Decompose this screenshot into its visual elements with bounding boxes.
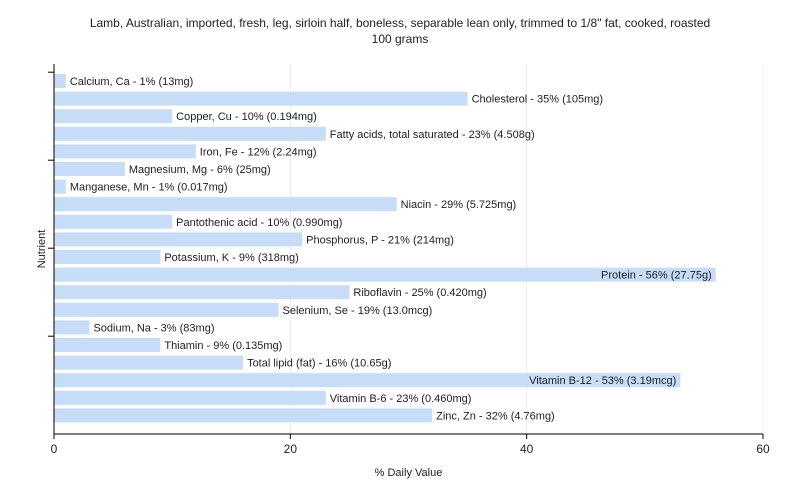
chart-title-line-2: 100 grams	[371, 32, 429, 46]
bar-label-14: Selenium, Se - 19% (13.0mcg)	[283, 305, 433, 317]
grid-lines	[289, 64, 764, 434]
bar-label-3: Copper, Cu - 10% (0.194mg)	[176, 111, 317, 123]
bar-11	[54, 250, 161, 264]
bar-18	[54, 373, 681, 388]
bar-14	[54, 302, 279, 317]
y-axis-title: Nutrient	[36, 230, 48, 269]
bar-1	[54, 74, 66, 88]
bar-8	[54, 197, 397, 212]
bar-10	[54, 232, 303, 247]
bar-label-6: Magnesium, Mg - 6% (25mg)	[129, 164, 271, 176]
bar-16	[54, 338, 161, 352]
bar-label-15: Sodium, Na - 3% (83mg)	[93, 322, 214, 334]
bar-label-5: Iron, Fe - 12% (2.24mg)	[200, 146, 317, 158]
chart-title: Lamb, Australian, imported, fresh, leg, …	[0, 15, 800, 47]
bar-label-12: Protein - 56% (27.75g)	[601, 270, 712, 282]
bar-6	[54, 162, 125, 176]
x-axis-title: % Daily Value	[375, 467, 443, 479]
x-tick-label-2: 40	[520, 442, 534, 456]
bar-4	[54, 126, 326, 141]
bar-label-1: Calcium, Ca - 1% (13mg)	[70, 76, 193, 88]
x-tick-label-3: 60	[756, 442, 770, 456]
bar-label-18: Vitamin B-12 - 53% (3.19mcg)	[529, 375, 676, 387]
bar-label-4: Fatty acids, total saturated - 23% (4.50…	[330, 129, 535, 141]
bar-12	[54, 267, 716, 282]
bar-3	[54, 109, 173, 124]
axes: 0 20 40 60	[48, 64, 770, 456]
chart-title-line-1: Lamb, Australian, imported, fresh, leg, …	[89, 16, 711, 30]
bar-label-19: Vitamin B-6 - 23% (0.460mg)	[330, 393, 472, 405]
bar-label-11: Potassium, K - 9% (318mg)	[164, 252, 299, 264]
bar-label-9: Pantothenic acid - 10% (0.990mg)	[176, 217, 342, 229]
bar-label-13: Riboflavin - 25% (0.420mg)	[353, 287, 486, 299]
bar-17	[54, 355, 244, 370]
bar-label-16: Thiamin - 9% (0.135mg)	[164, 340, 282, 352]
bar-7	[54, 179, 66, 194]
bar-label-8: Niacin - 29% (5.725mg)	[401, 199, 517, 211]
bar-9	[54, 214, 173, 229]
bar-20	[54, 408, 433, 423]
bar-label-10: Phosphorus, P - 21% (214mg)	[306, 234, 454, 246]
bar-label-7: Manganese, Mn - 1% (0.017mg)	[70, 182, 228, 194]
bar-2	[54, 91, 468, 106]
bar-13	[54, 285, 350, 300]
bar-15	[54, 320, 90, 335]
bar-label-2: Cholesterol - 35% (105mg)	[472, 94, 603, 106]
bar-label-17: Total lipid (fat) - 16% (10.65g)	[247, 358, 391, 370]
x-tick-label-0: 0	[51, 442, 58, 456]
bar-19	[54, 390, 326, 405]
bar-5	[54, 144, 196, 159]
x-tick-label-1: 20	[284, 442, 298, 456]
bars: Calcium, Ca - 1% (13mg) Cholesterol - 35%…	[54, 74, 716, 423]
bar-label-20: Zinc, Zn - 32% (4.76mg)	[436, 410, 555, 422]
